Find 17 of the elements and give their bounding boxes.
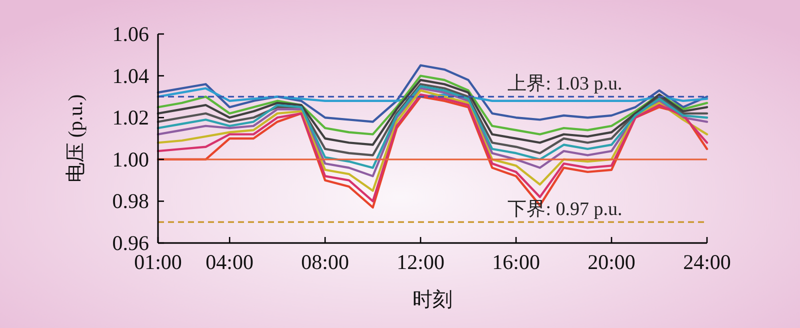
x-tick-label: 24:00 <box>683 250 731 274</box>
y-tick-label: 0.98 <box>112 189 149 214</box>
y-axis-title: 电压 (p.u.) <box>65 94 87 183</box>
x-axis-title: 时刻 <box>412 289 452 311</box>
y-tick-label: 1.02 <box>112 106 149 130</box>
x-tick-label: 16:00 <box>492 250 540 274</box>
line-series <box>156 74 708 136</box>
x-tick-label: 08:00 <box>301 250 350 274</box>
x-tick-label: 20:00 <box>588 250 636 274</box>
ref-line-label: 上界: 1.03 p.u. <box>508 74 622 95</box>
line-series <box>156 64 708 123</box>
x-tick-label: 12:00 <box>396 250 444 274</box>
y-tick-label: 1.04 <box>112 64 150 88</box>
y-tick-label: 1.06 <box>112 22 149 46</box>
ref-line-label: 下界: 0.97 p.u. <box>508 199 622 220</box>
y-tick-label: 1.00 <box>112 147 149 172</box>
x-tick-label: 04:00 <box>206 250 254 274</box>
